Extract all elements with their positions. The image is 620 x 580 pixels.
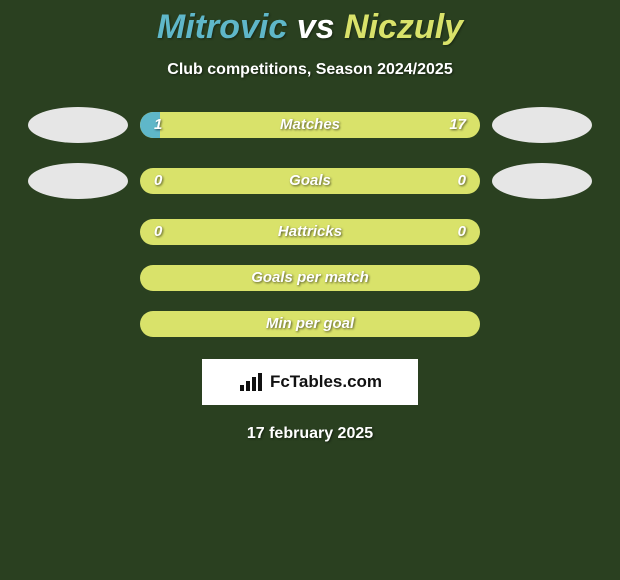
stat-row: 0Goals0: [20, 163, 600, 199]
title-player1: Mitrovic: [157, 8, 287, 46]
stat-row: 0Hattricks0: [20, 219, 600, 245]
bars-icon: [238, 371, 264, 393]
page-title: Mitrovic vs Niczuly: [157, 8, 463, 47]
comparison-card: Mitrovic vs Niczuly Club competitions, S…: [0, 0, 620, 443]
logo-box: FcTables.com: [202, 359, 418, 405]
stat-bar: Goals per match: [140, 265, 480, 291]
stat-row: Goals per match: [20, 265, 600, 291]
title-player2: Niczuly: [344, 8, 463, 46]
stat-value-right: 0: [458, 168, 466, 194]
stat-bar: 0Goals0: [140, 168, 480, 194]
logo-text: FcTables.com: [270, 372, 382, 392]
stat-bar: Min per goal: [140, 311, 480, 337]
player-oval-right: [492, 107, 592, 143]
date-text: 17 february 2025: [247, 425, 373, 443]
player-oval-left: [28, 163, 128, 199]
stat-label: Matches: [140, 112, 480, 138]
stat-value-right: 17: [449, 112, 466, 138]
stat-label: Goals: [140, 168, 480, 194]
player-oval-right: [492, 163, 592, 199]
stat-row: Min per goal: [20, 311, 600, 337]
title-vs: vs: [297, 8, 335, 46]
player-oval-left: [28, 107, 128, 143]
stat-row: 1Matches17: [20, 107, 600, 143]
stat-value-right: 0: [458, 219, 466, 245]
stat-bar: 1Matches17: [140, 112, 480, 138]
subtitle: Club competitions, Season 2024/2025: [167, 61, 452, 79]
stat-label: Hattricks: [140, 219, 480, 245]
stat-label: Goals per match: [140, 265, 480, 291]
stat-bar: 0Hattricks0: [140, 219, 480, 245]
stat-label: Min per goal: [140, 311, 480, 337]
